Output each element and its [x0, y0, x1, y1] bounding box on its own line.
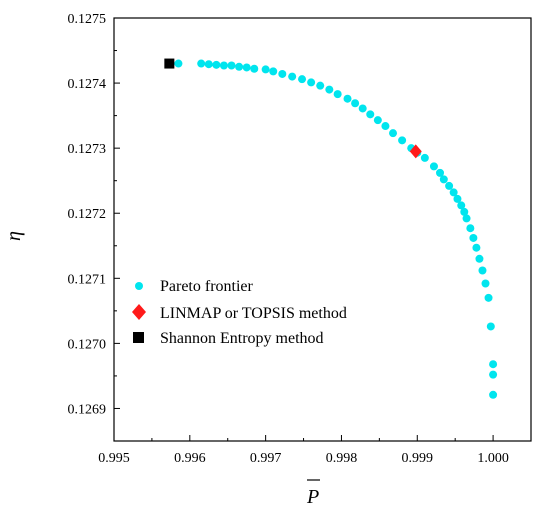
pareto-point [389, 129, 398, 138]
y-tick-label: 0.1275 [68, 12, 107, 27]
x-tick-label: 0.997 [250, 451, 282, 466]
pareto-point [457, 201, 466, 210]
pareto-point [489, 370, 498, 379]
pareto-point [453, 194, 462, 203]
y-tick-label: 0.1274 [68, 77, 107, 92]
pareto-point [484, 293, 493, 302]
pareto-point [261, 65, 270, 74]
y-tick-label: 0.1272 [68, 207, 107, 222]
pareto-point [381, 122, 390, 131]
pareto-point [333, 90, 342, 99]
y-axis-ticks: 0.1269 0.1270 0.1271 0.1272 0.1273 0.1274 0.12… [68, 12, 120, 417]
pareto-point [358, 104, 367, 113]
pareto-point [489, 390, 498, 399]
pareto-point [212, 60, 221, 69]
y-tick-label: 0.1269 [68, 402, 107, 417]
y-axis-title: η [3, 231, 25, 241]
legend-item-shannon: Shannon Entropy method [133, 330, 324, 347]
y-tick-label: 0.1271 [68, 272, 107, 287]
legend-marker-shannon [133, 332, 144, 343]
legend-marker-pareto [135, 282, 143, 290]
pareto-point [466, 224, 475, 233]
x-tick-label: 0.998 [326, 451, 358, 466]
pareto-point [462, 214, 471, 223]
pareto-point [307, 78, 316, 87]
pareto-point [278, 69, 287, 78]
pareto-point [460, 207, 469, 216]
legend-marker-linmap [132, 304, 146, 320]
pareto-point [366, 110, 375, 119]
svg-text:P: P [306, 486, 319, 508]
legend-label-shannon: Shannon Entropy method [160, 330, 324, 347]
plot-frame [113, 17, 532, 442]
pareto-point [478, 266, 487, 275]
legend-item-linmap: LINMAP or TOPSIS method [132, 304, 347, 322]
x-tick-label: 0.995 [98, 451, 130, 466]
pareto-point [197, 59, 206, 68]
legend: Pareto frontier LINMAP or TOPSIS method … [132, 278, 347, 347]
pareto-point [481, 279, 490, 288]
y-tick-label: 0.1273 [68, 142, 107, 157]
x-tick-label: 0.996 [174, 451, 206, 466]
pareto-point [204, 60, 213, 69]
shannon-entropy-point [164, 58, 175, 69]
pareto-point [373, 116, 382, 125]
legend-label-pareto: Pareto frontier [160, 278, 254, 295]
x-axis-title: P [306, 479, 320, 508]
pareto-point [398, 136, 407, 145]
pareto-point [325, 85, 334, 94]
pareto-point [269, 67, 278, 76]
pareto-point [288, 72, 297, 81]
legend-label-linmap: LINMAP or TOPSIS method [160, 305, 347, 322]
pareto-point [486, 322, 495, 331]
pareto-point [436, 168, 445, 177]
pareto-point [174, 59, 183, 68]
pareto-point [420, 153, 429, 162]
pareto-point [489, 360, 498, 369]
pareto-point [351, 99, 360, 108]
pareto-point [439, 175, 448, 184]
x-axis-ticks: 0.995 0.996 0.997 0.998 0.999 1.000 [98, 435, 509, 466]
pareto-point [469, 233, 478, 242]
pareto-point [475, 254, 484, 263]
pareto-point [472, 243, 481, 252]
data-points [164, 58, 498, 399]
pareto-point [235, 62, 244, 71]
pareto-point [250, 64, 259, 73]
pareto-point [316, 81, 325, 90]
x-tick-label: 0.999 [402, 451, 434, 466]
pareto-point [219, 61, 228, 70]
pareto-point [343, 94, 352, 103]
pareto-point [227, 61, 236, 70]
x-tick-label: 1.000 [477, 451, 509, 466]
legend-item-pareto: Pareto frontier [135, 278, 254, 295]
pareto-point [445, 181, 454, 190]
linmap-topsis-point [409, 144, 422, 159]
pareto-point [449, 188, 458, 197]
pareto-point [242, 63, 251, 72]
y-tick-label: 0.1270 [68, 337, 107, 352]
pareto-point [429, 162, 438, 171]
pareto-point [298, 75, 307, 84]
